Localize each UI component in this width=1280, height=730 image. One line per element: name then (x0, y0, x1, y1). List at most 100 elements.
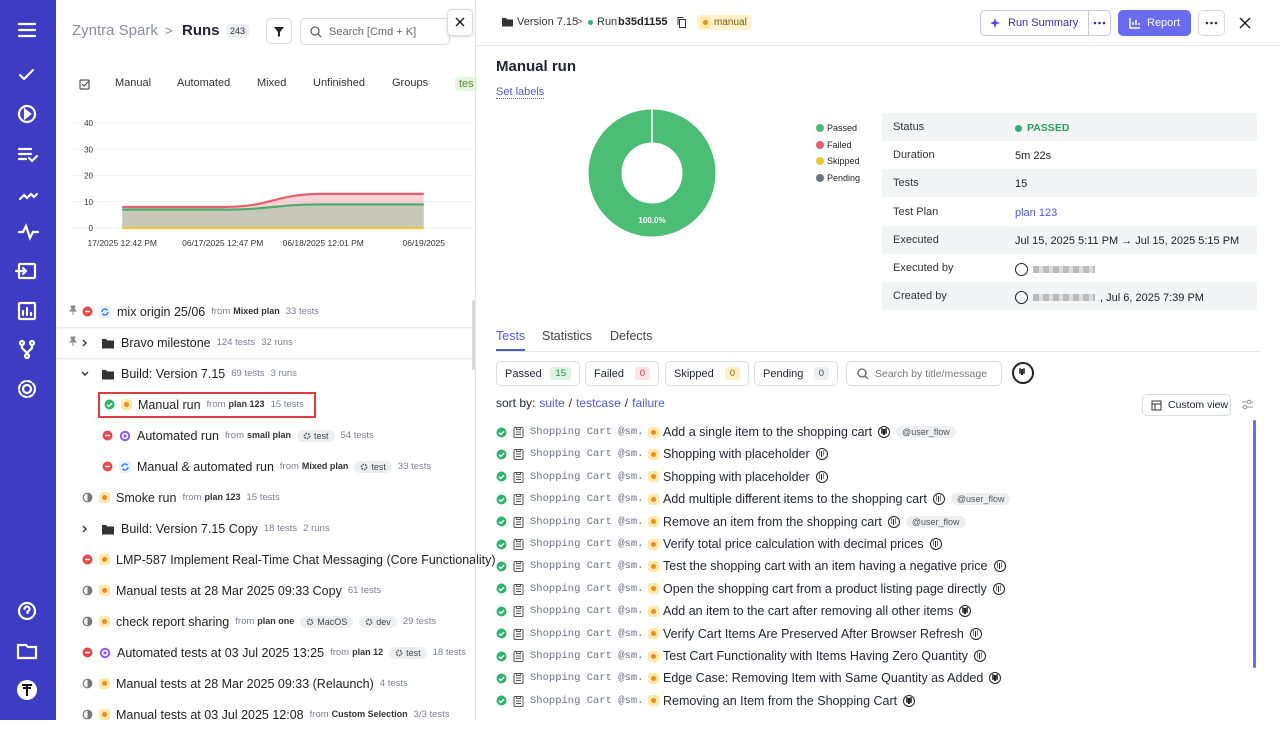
clipboard (513, 561, 524, 573)
clipboard (513, 494, 524, 506)
chevron (81, 371, 89, 376)
test-row[interactable]: Shopping Cart @sm... Test Cart Functional… (496, 645, 986, 667)
filter-chip[interactable]: Failed 0 (585, 361, 659, 386)
report-button[interactable]: Report (1118, 10, 1191, 36)
run-row[interactable]: Smoke run from plan 123 15 tests (56, 482, 473, 513)
tag-icon (365, 618, 373, 625)
author-icon (815, 470, 828, 483)
run-row[interactable]: Automated tests at 03 Jul 2025 13:25 from… (56, 637, 473, 668)
set-labels-link[interactable]: Set labels (496, 86, 545, 99)
assignee-avatar[interactable] (1012, 362, 1034, 384)
search-icon (310, 26, 322, 38)
filter-chip[interactable]: Skipped 0 (665, 361, 749, 386)
run-row[interactable]: Manual tests at 28 Mar 2025 09:33 (Relau… (56, 668, 473, 699)
close-panel-button[interactable] (447, 9, 473, 36)
manual-icon (648, 605, 659, 617)
status-glyph (498, 631, 505, 637)
status-icon (496, 606, 507, 617)
status-bg (496, 471, 507, 482)
run-row[interactable]: check report sharing from plan one MacOS dev… (56, 606, 473, 637)
search-box[interactable]: Search [Cmd + K] (300, 18, 450, 45)
test-row[interactable]: Shopping Cart @sm... Test the shopping ca… (496, 555, 1006, 577)
run-tab[interactable]: Unfinished (313, 77, 365, 89)
run-row[interactable]: LMP-587 Implement Real-Time Chat Messagi… (56, 544, 496, 575)
redacted-name (1033, 266, 1095, 273)
select-icon[interactable] (78, 77, 92, 91)
automated-icon (119, 430, 131, 441)
run-summary-button[interactable]: Run Summary (980, 10, 1089, 36)
detail-value: 15 (1015, 178, 1027, 190)
sort-option[interactable]: suite (539, 396, 565, 410)
filter-chip[interactable]: Pending 0 (754, 361, 838, 386)
run-tab[interactable]: Manual (115, 77, 152, 89)
sort-option[interactable]: testcase (576, 396, 621, 410)
run-tab[interactable]: tes (455, 77, 477, 91)
run-row[interactable]: Manual tests at 03 Jul 2025 12:08 from Cus… (56, 699, 473, 730)
filter-count: 0 (813, 367, 829, 380)
test-row[interactable]: Shopping Cart @sm... Verify Cart Items Ar… (496, 623, 982, 645)
author-icon (932, 493, 945, 506)
legend-item[interactable]: Skipped (816, 156, 860, 166)
folder-row[interactable]: Build: Version 7.15 Copy 18 tests 2 runs (56, 513, 473, 544)
test-row[interactable]: Shopping Cart @sm... Removing an Item fro… (496, 690, 916, 712)
from-text: from plan 12 (330, 647, 383, 658)
scrollbar[interactable] (1253, 420, 1256, 668)
result-tab[interactable]: Tests (496, 329, 526, 351)
run-row[interactable]: Manual tests at 28 Mar 2025 09:33 Copy 61… (56, 575, 473, 606)
test-row[interactable]: Shopping Cart @sm... Edge Case: Removing … (496, 667, 1002, 689)
icon-ring (99, 647, 111, 658)
result-tab[interactable]: Defects (610, 329, 653, 343)
status-icon (82, 616, 93, 627)
from-label: from (211, 306, 231, 317)
more-button[interactable] (1198, 10, 1225, 36)
plan-name: Mixed plan (301, 461, 349, 471)
test-row[interactable]: Shopping Cart @sm... Add a single item to… (496, 421, 956, 443)
scrollbar[interactable] (472, 300, 475, 370)
folder-row[interactable]: Bravo milestone 124 tests 32 runs (56, 327, 473, 358)
folder-row[interactable]: Build: Version 7.15 69 tests 3 runs (56, 358, 473, 389)
test-row[interactable]: Shopping Cart @sm... Shopping with placeh… (496, 466, 828, 488)
project-name[interactable]: Zyntra Spark (72, 22, 158, 39)
status-glyph (498, 542, 505, 547)
detail-value-text[interactable]: plan 123 (1015, 206, 1058, 219)
result-tab[interactable]: Statistics (542, 329, 593, 343)
legend-item[interactable]: Failed (816, 140, 852, 150)
filter-label: Passed (505, 367, 542, 380)
icon-arrows (101, 307, 109, 316)
run-name: Manual tests at 28 Mar 2025 09:33 (Relau… (116, 676, 374, 691)
test-row[interactable]: Shopping Cart @sm... Verify total price c… (496, 533, 942, 555)
status-icon (496, 651, 507, 661)
filter-chip[interactable]: Passed 15 (496, 361, 580, 386)
legend-item[interactable]: Pending (816, 173, 860, 183)
run-tab[interactable]: Mixed (257, 77, 287, 89)
filter-label: Pending (763, 367, 804, 380)
tag: test (389, 646, 427, 659)
test-row[interactable]: Shopping Cart @sm... Remove an item from … (496, 511, 966, 533)
run-name: Automated run (137, 428, 219, 443)
test-row[interactable]: Shopping Cart @sm... Add an item to the c… (496, 600, 972, 622)
sort-option[interactable]: failure (632, 396, 665, 410)
from-text: from plan 123 (207, 399, 265, 410)
from-text: from plan one (235, 616, 294, 627)
tests-search[interactable]: Search by title/message (846, 361, 1002, 386)
test-row[interactable]: Shopping Cart @sm... Open the shopping ca… (496, 578, 1005, 600)
close-icon[interactable] (1238, 16, 1252, 30)
run-tab[interactable]: Groups (392, 77, 429, 89)
legend-item[interactable]: Passed (816, 123, 857, 133)
run-row[interactable]: Automated run from small plan test 54 tests (56, 420, 473, 451)
filter-button[interactable] (266, 18, 292, 44)
chevron-icon (82, 339, 87, 346)
run-row[interactable]: Manual run from plan 123 15 tests (56, 389, 473, 420)
run-name: Smoke run (116, 490, 177, 505)
test-row[interactable]: Shopping Cart @sm... Shopping with placeh… (496, 443, 828, 465)
test-row[interactable]: Shopping Cart @sm... Add multiple differe… (496, 488, 1011, 510)
version-link[interactable]: Version 7.15 (517, 16, 579, 28)
run-tab[interactable]: Automated (177, 77, 231, 89)
run-row[interactable]: Manual & automated run from Mixed plan test… (56, 451, 473, 482)
summary-more-button[interactable] (1088, 10, 1111, 36)
copy-icon[interactable] (676, 16, 688, 29)
run-row[interactable]: mix origin 25/06 from Mixed plan 33 tests (56, 296, 473, 327)
detail-label: Executed by (893, 262, 954, 274)
settings-icon[interactable] (1241, 398, 1254, 411)
custom-view-button[interactable]: Custom view (1142, 394, 1231, 416)
